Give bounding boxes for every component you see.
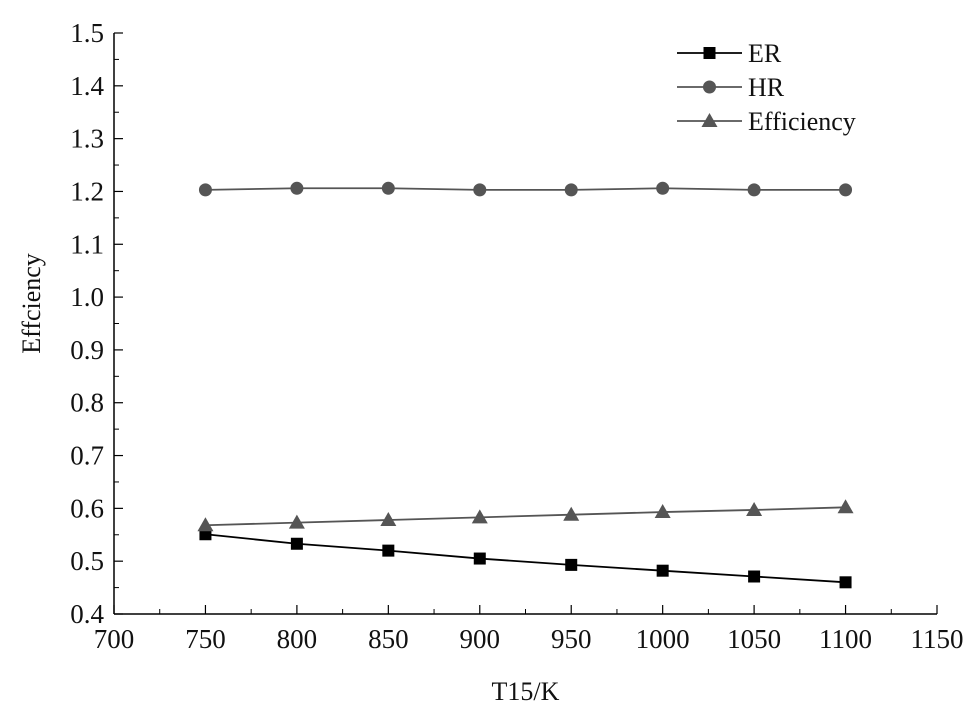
legend-marker [703, 80, 716, 94]
x-tick-label: 1000 [636, 624, 690, 654]
y-axis-title: Effciency [17, 253, 46, 354]
x-tick-label: 900 [460, 624, 501, 654]
data-point [563, 506, 580, 521]
data-point [473, 552, 486, 565]
series-hr [198, 181, 853, 197]
x-tick-label: 1150 [911, 624, 964, 654]
x-tick-label: 700 [94, 624, 135, 654]
y-tick-label: 0.5 [70, 546, 104, 576]
data-point [380, 511, 397, 526]
legend-marker [703, 47, 716, 59]
data-point [565, 558, 578, 571]
legend-marker [701, 113, 718, 127]
data-point [564, 183, 578, 197]
series-line [205, 506, 846, 527]
data-point [382, 544, 395, 557]
data-point [839, 183, 853, 197]
legend-label: ER [748, 39, 782, 68]
y-tick-label: 1.3 [70, 124, 104, 154]
data-point [747, 183, 761, 197]
data-point [654, 504, 671, 519]
series-line [205, 533, 846, 584]
y-tick-label: 0.6 [70, 493, 104, 523]
x-tick-label: 1100 [819, 624, 872, 654]
data-point [748, 570, 761, 583]
y-tick-label: 0.7 [70, 441, 104, 471]
y-tick-label: 1.4 [70, 71, 104, 101]
legend-label: HR [748, 73, 785, 102]
data-point [839, 576, 852, 589]
data-point [471, 509, 488, 524]
axes: 700 750 800 850 900 950 1000 1050 1100 1150 0.4 0.5… [70, 18, 963, 654]
data-point [198, 183, 212, 197]
y-tick-label: 0.8 [70, 388, 104, 418]
series-layer [197, 181, 854, 589]
data-point [473, 183, 487, 197]
series-er [199, 528, 852, 589]
x-tick-label: 950 [551, 624, 592, 654]
data-point [656, 564, 669, 577]
data-point [288, 514, 305, 529]
y-tick-label: 0.4 [70, 599, 104, 629]
y-tick-label: 1.1 [70, 229, 104, 259]
x-tick-label: 850 [368, 624, 409, 654]
x-tick-label: 1050 [727, 624, 781, 654]
legend-item: ER [677, 39, 782, 68]
x-tick-label: 750 [185, 624, 226, 654]
series-efficiency [197, 499, 854, 532]
legend-item: Efficiency [677, 107, 856, 136]
y-tick-label: 1.2 [70, 176, 104, 206]
x-tick-label: 800 [277, 624, 318, 654]
data-point [197, 517, 214, 532]
y-tick-label: 1.0 [70, 282, 104, 312]
series-line [205, 187, 846, 191]
legend-item: HR [677, 73, 785, 102]
data-point [837, 499, 854, 514]
legend-label: Efficiency [748, 107, 856, 136]
data-point [290, 181, 304, 195]
x-axis-title: T15/K [492, 677, 560, 706]
data-point [381, 181, 395, 195]
y-tick-label: 0.9 [70, 335, 104, 365]
y-tick-label: 1.5 [70, 18, 104, 48]
data-point [656, 181, 670, 195]
legend: ER HR Efficiency [677, 39, 856, 136]
data-point [746, 501, 763, 516]
data-point [290, 537, 303, 550]
